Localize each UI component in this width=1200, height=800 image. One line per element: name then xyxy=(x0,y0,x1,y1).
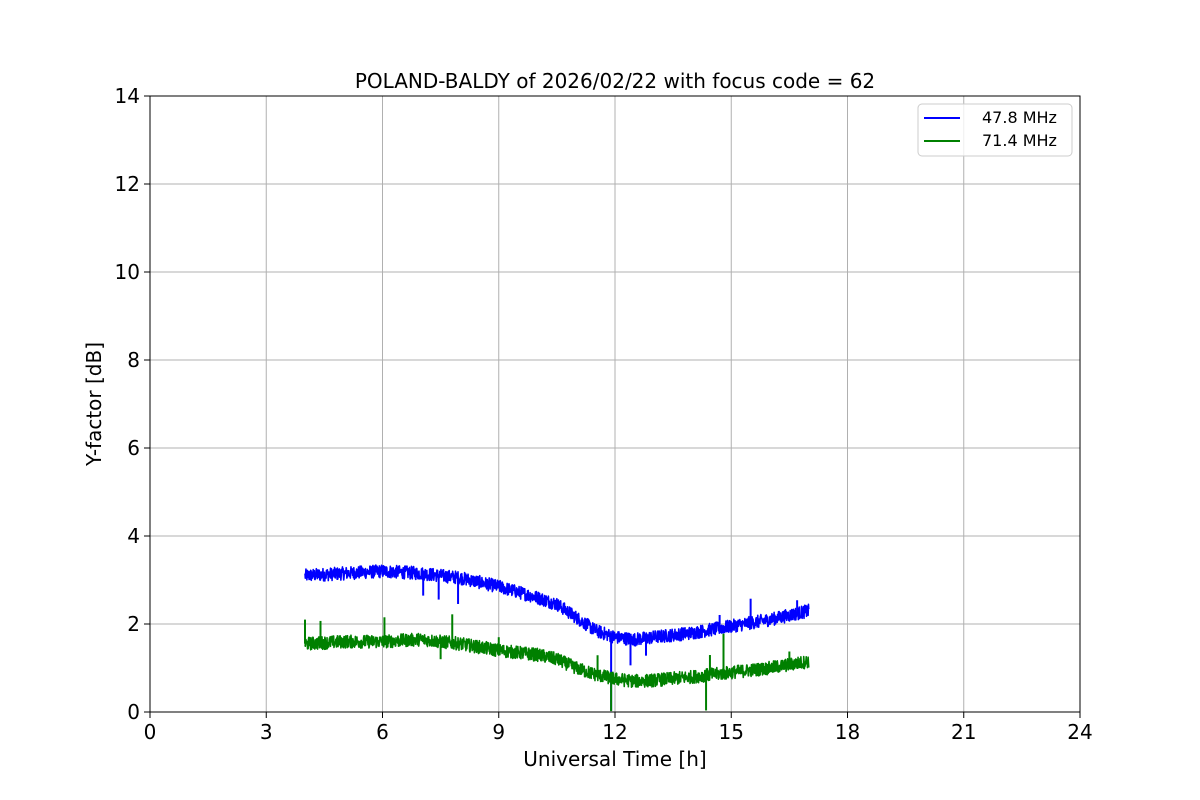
y-tick-label: 6 xyxy=(127,436,140,460)
legend: 47.8 MHz 71.4 MHz xyxy=(917,103,1073,157)
y-axis-label: Y-factor [dB] xyxy=(82,342,106,467)
x-tick-label: 18 xyxy=(835,720,860,744)
y-tick-label: 4 xyxy=(127,524,140,548)
x-tick-label: 3 xyxy=(260,720,273,744)
x-tick-label: 9 xyxy=(492,720,505,744)
legend-label-71-4: 71.4 MHz xyxy=(982,131,1057,150)
y-tick-label: 12 xyxy=(115,172,140,196)
x-tick-label: 0 xyxy=(144,720,157,744)
y-tick-label: 10 xyxy=(115,260,140,284)
series-layer xyxy=(304,564,810,712)
x-tick-label: 15 xyxy=(719,720,744,744)
chart-title: POLAND-BALDY of 2026/02/22 with focus co… xyxy=(355,69,875,93)
x-tick-label: 6 xyxy=(376,720,389,744)
legend-label-47-8: 47.8 MHz xyxy=(982,108,1057,127)
x-axis: 0 3 6 9 12 15 18 21 24 xyxy=(144,712,1093,744)
y-axis: 0 2 4 6 8 10 12 14 xyxy=(115,84,150,724)
x-axis-label: Universal Time [h] xyxy=(523,747,706,771)
y-tick-label: 14 xyxy=(115,84,140,108)
y-tick-label: 2 xyxy=(127,612,140,636)
x-tick-label: 12 xyxy=(602,720,627,744)
y-tick-label: 8 xyxy=(127,348,140,372)
x-tick-label: 24 xyxy=(1067,720,1092,744)
x-tick-label: 21 xyxy=(951,720,976,744)
series-line-1 xyxy=(304,632,810,689)
y-tick-label: 0 xyxy=(127,700,140,724)
series-line-0 xyxy=(304,564,810,647)
